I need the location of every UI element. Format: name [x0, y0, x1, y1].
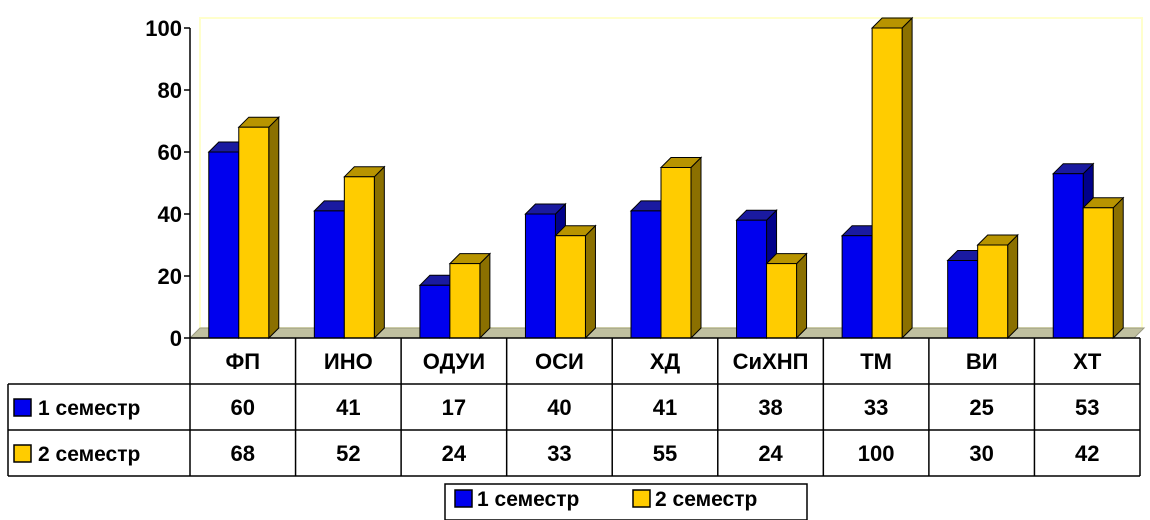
- row-legend-key: [14, 445, 31, 462]
- row-series-name: 2 семестр: [38, 443, 140, 466]
- table-cell-value: 53: [1075, 395, 1099, 420]
- table-cell-value: 41: [336, 395, 360, 420]
- bar-series2-2: [450, 264, 480, 338]
- bar-series1-5: [737, 220, 767, 338]
- table-cell-value: 40: [547, 395, 571, 420]
- bar-series1-2: [420, 285, 450, 338]
- y-tick-label: 100: [145, 16, 182, 41]
- y-tick-label: 40: [158, 202, 182, 227]
- category-label: ОДУИ: [423, 349, 485, 374]
- bar-series1-3: [525, 214, 555, 338]
- table-cell-value: 52: [336, 441, 360, 466]
- bar-series1-6: [842, 236, 872, 338]
- bar-series2-6: [872, 28, 902, 338]
- y-tick-label: 20: [158, 264, 182, 289]
- legend-label-series2: 2 семестр: [655, 488, 757, 511]
- category-label: СиХНП: [733, 349, 809, 374]
- bar-series2-4: [661, 168, 691, 339]
- bar-series2-4-side: [691, 158, 701, 339]
- bar-series2-0-side: [269, 117, 279, 338]
- category-label: ХД: [650, 349, 681, 374]
- legend-label-series1: 1 семестр: [477, 488, 579, 511]
- bar-series1-0: [209, 152, 239, 338]
- bar-series1-1: [314, 211, 344, 338]
- bar-series2-7: [978, 245, 1008, 338]
- table-cell-value: 55: [653, 441, 677, 466]
- bar-series2-6-side: [902, 18, 912, 338]
- table-cell-value: 100: [858, 441, 895, 466]
- table-cell-value: 30: [969, 441, 993, 466]
- bar-series2-1: [344, 177, 374, 338]
- category-label: ХТ: [1073, 349, 1102, 374]
- bar-series2-8: [1083, 208, 1113, 338]
- bar-series1-7: [948, 261, 978, 339]
- table-cell-value: 41: [653, 395, 677, 420]
- table-cell-value: 24: [442, 441, 467, 466]
- table-cell-value: 33: [547, 441, 571, 466]
- y-tick-label: 60: [158, 140, 182, 165]
- bar-series1-8: [1053, 174, 1083, 338]
- bar-series2-3-side: [585, 226, 595, 338]
- bar-series2-2-side: [480, 254, 490, 338]
- bar-series2-5-side: [797, 254, 807, 338]
- category-label: ФП: [225, 349, 260, 374]
- row-legend-key: [14, 399, 31, 416]
- table-cell-value: 42: [1075, 441, 1099, 466]
- legend-key-series2: [633, 490, 650, 507]
- y-tick-label: 80: [158, 78, 182, 103]
- bar-series2-3: [555, 236, 585, 338]
- table-cell-value: 17: [442, 395, 466, 420]
- bar-series2-0: [239, 127, 269, 338]
- category-label: ОСИ: [535, 349, 584, 374]
- bar-series2-7-side: [1008, 235, 1018, 338]
- bar-series2-5: [767, 264, 797, 338]
- category-label: ИНО: [324, 349, 373, 374]
- table-cell-value: 24: [758, 441, 783, 466]
- table-cell-value: 33: [864, 395, 888, 420]
- table-cell-value: 38: [758, 395, 782, 420]
- table-cell-value: 25: [969, 395, 993, 420]
- category-label: ВИ: [966, 349, 998, 374]
- table-cell-value: 68: [231, 441, 255, 466]
- legend-key-series1: [455, 490, 472, 507]
- bar-series1-4: [631, 211, 661, 338]
- category-label: ТМ: [860, 349, 892, 374]
- row-series-name: 1 семестр: [38, 397, 140, 420]
- bar-series2-1-side: [374, 167, 384, 338]
- y-tick-label: 0: [170, 326, 182, 351]
- table-cell-value: 60: [231, 395, 255, 420]
- bar-series2-8-side: [1113, 198, 1123, 338]
